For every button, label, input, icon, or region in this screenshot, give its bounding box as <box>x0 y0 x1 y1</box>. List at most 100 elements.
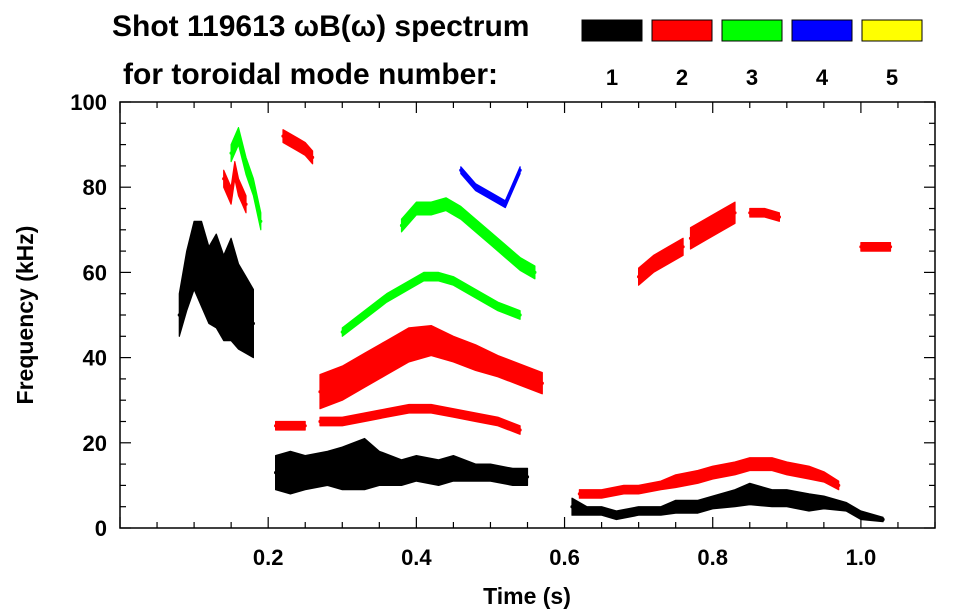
y-tick-label: 100 <box>70 90 107 115</box>
mode1-feature-0 <box>178 220 254 359</box>
mode2-point <box>474 415 478 419</box>
mode2-point <box>674 479 678 483</box>
mode1-point <box>274 471 278 475</box>
mode2-point <box>651 262 656 266</box>
mode2-point <box>837 483 841 487</box>
mode3-point <box>385 296 389 300</box>
mode2-feature-3 <box>319 325 543 410</box>
mode2-point <box>711 471 715 475</box>
mode3-point <box>533 270 537 274</box>
mode1-point <box>696 505 700 509</box>
mode4-point <box>503 202 507 206</box>
mode3-point <box>459 211 463 215</box>
mode2-point <box>718 219 722 223</box>
spectrum-marks <box>177 126 893 523</box>
mode2-point <box>303 424 307 428</box>
x-axis-title: Time (s) <box>483 583 571 609</box>
mode2-point <box>622 488 626 492</box>
mode1-point <box>325 466 330 470</box>
mode1-point <box>570 505 574 509</box>
legend-label-4: 4 <box>816 65 829 90</box>
mode4-point <box>518 168 522 172</box>
mode-legend: 1 2 3 4 5 <box>581 19 923 90</box>
mode4-feature-16 <box>460 166 521 209</box>
mode2-point <box>733 466 737 470</box>
mode1-point <box>525 475 530 479</box>
mode3-point <box>503 249 507 253</box>
mode2-point <box>362 415 367 419</box>
mode2-point <box>281 134 285 138</box>
mode2-feature-9 <box>637 237 684 286</box>
mode3-point <box>340 330 344 334</box>
mode3-point <box>244 164 248 168</box>
mode2-feature-11 <box>749 207 781 222</box>
mode2-point <box>703 228 707 232</box>
mode1-point <box>488 471 493 475</box>
mode2-point <box>540 381 544 385</box>
mode1-point <box>881 517 885 522</box>
chart-subtitle: for toroidal mode number: <box>123 58 498 91</box>
x-tick-label: 0.4 <box>401 545 432 570</box>
chart-title: Shot 119613 ωB(ω) spectrum <box>112 10 529 43</box>
y-tick-label: 0 <box>95 516 107 541</box>
mode2-point <box>362 368 367 372</box>
mode2-point <box>637 488 641 492</box>
mode1-point <box>600 509 604 513</box>
mode2-point <box>496 419 500 424</box>
mode1-point <box>807 500 811 504</box>
mode1-point <box>474 471 478 475</box>
legend-label-3: 3 <box>746 65 758 90</box>
y-tick-label: 80 <box>83 175 107 200</box>
y-tick-label: 60 <box>83 260 107 285</box>
mode3-point <box>236 134 241 138</box>
y-tick-label: 40 <box>83 346 107 371</box>
mode1-point <box>340 466 344 470</box>
mode2-point <box>236 185 241 189</box>
mode1-point <box>711 500 715 504</box>
mode1-point <box>177 313 181 317</box>
mode2-feature-4 <box>319 403 521 435</box>
mode2-point <box>518 373 522 377</box>
mode2-point <box>822 475 826 479</box>
mode3-point <box>496 304 500 309</box>
mode2-point <box>340 419 344 424</box>
mode1-point <box>785 496 789 500</box>
mode1-point <box>214 279 218 283</box>
mode2-point <box>518 428 522 432</box>
mode3-point <box>229 151 233 155</box>
mode2-point <box>311 155 315 159</box>
mode3-point <box>429 206 433 211</box>
mode1-point <box>437 471 441 475</box>
mode2-feature-6 <box>223 161 247 214</box>
mode1-point <box>207 283 211 287</box>
mode2-point <box>763 211 767 215</box>
mode1-point <box>859 513 863 517</box>
mode2-point <box>696 475 700 479</box>
mode3-point <box>251 185 255 189</box>
mode1-point <box>659 509 663 513</box>
mode2-point <box>318 390 322 394</box>
mode1-point <box>414 466 418 470</box>
mode1-point <box>236 304 241 309</box>
mode2-point <box>240 194 244 198</box>
mode2-point <box>777 215 782 219</box>
mode2-point <box>274 424 278 428</box>
mode2-point <box>888 245 893 249</box>
mode2-point <box>385 411 389 415</box>
mode1-point <box>185 279 189 283</box>
mode3-point <box>444 202 448 206</box>
x-tick-label: 0.6 <box>549 545 580 570</box>
mode2-point <box>303 147 307 151</box>
mode4-point <box>488 194 493 198</box>
mode4-point <box>459 168 463 172</box>
legend-swatch-2 <box>651 19 713 42</box>
mode2-point <box>785 466 789 470</box>
mode2-point <box>429 407 433 411</box>
mode2-point <box>496 364 500 368</box>
mode1-point <box>511 475 515 479</box>
mode1-point <box>748 492 752 496</box>
mode1-point <box>844 505 848 509</box>
mode2-point <box>748 211 752 215</box>
mode2-point <box>474 356 478 360</box>
